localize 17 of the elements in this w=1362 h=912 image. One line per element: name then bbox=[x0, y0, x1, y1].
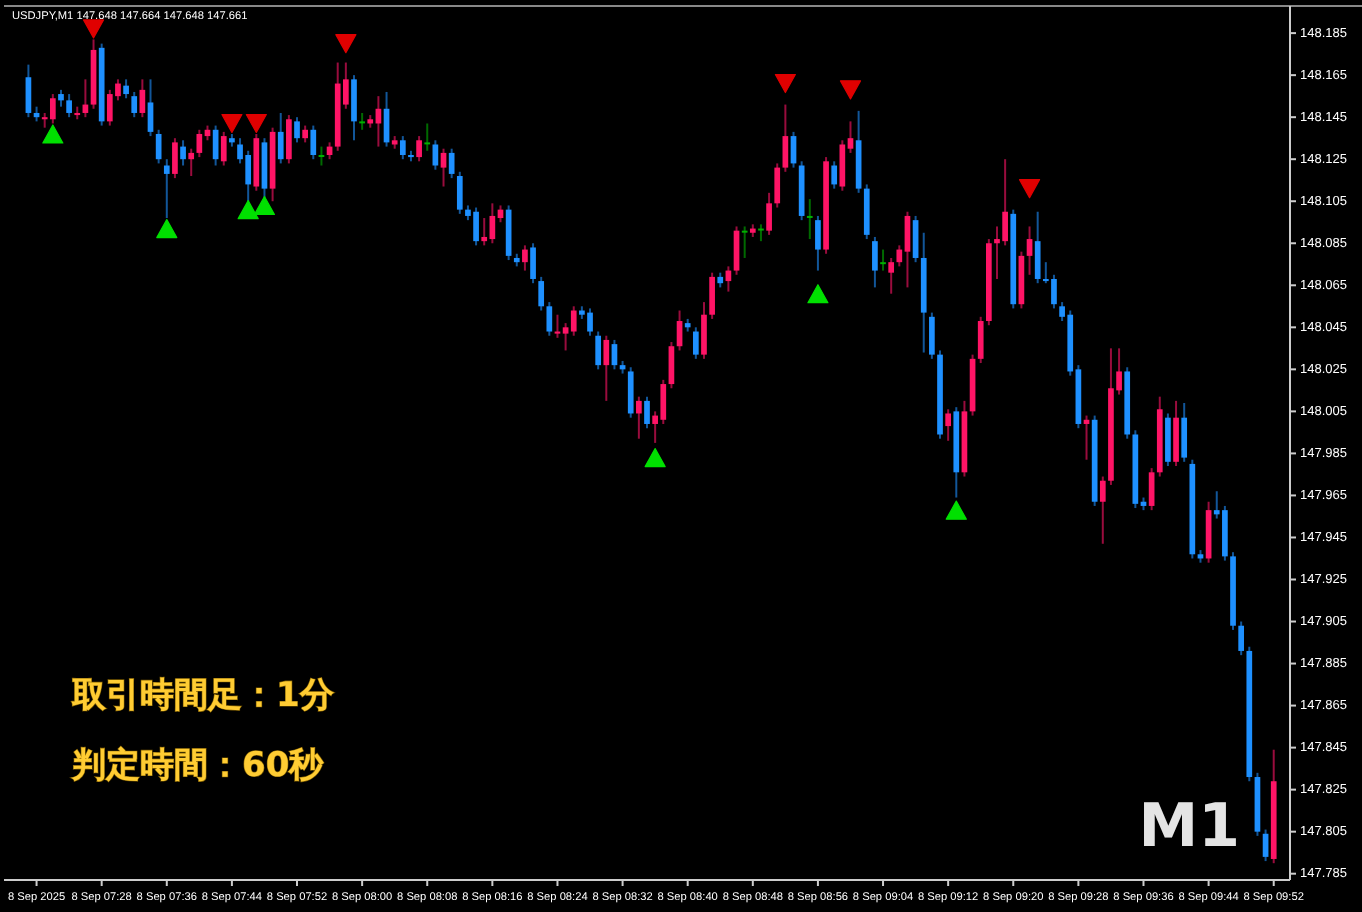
point bbox=[945, 500, 967, 520]
point bbox=[335, 34, 357, 54]
point bbox=[807, 284, 829, 304]
point bbox=[644, 448, 666, 468]
annotation: 取引時間足：1分 bbox=[70, 676, 336, 716]
annotation: 判定時間：60秒 bbox=[70, 746, 326, 786]
point bbox=[245, 113, 267, 134]
point bbox=[253, 195, 276, 216]
point bbox=[839, 80, 862, 100]
point bbox=[156, 218, 178, 239]
point bbox=[42, 124, 64, 144]
point bbox=[82, 19, 105, 39]
point bbox=[237, 200, 259, 220]
annotation: M1 bbox=[1138, 792, 1240, 862]
point bbox=[221, 113, 243, 134]
point bbox=[1018, 179, 1041, 199]
point bbox=[774, 73, 796, 94]
